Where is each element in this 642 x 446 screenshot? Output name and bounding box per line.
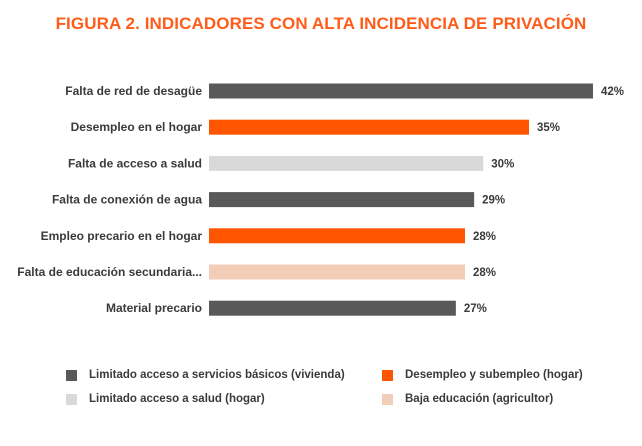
value-label: 35% [537, 122, 560, 134]
legend-item-desempleo: Desempleo y subempleo (hogar) [382, 369, 583, 381]
legend-label: Limitado acceso a servicios básicos (viv… [89, 369, 345, 381]
category-label: Material precario [106, 301, 202, 315]
bar [209, 83, 593, 99]
category-label: Falta de acceso a salud [68, 156, 202, 170]
bar [209, 228, 465, 244]
value-label: 28% [473, 231, 496, 243]
bar [209, 119, 529, 135]
value-label: 42% [601, 86, 624, 98]
legend-label: Desempleo y subempleo (hogar) [405, 369, 583, 381]
category-label: Falta de educación secundaria... [17, 265, 202, 279]
bar [209, 264, 465, 280]
legend-swatch [66, 369, 77, 381]
legend-item-educacion: Baja educación (agricultor) [382, 393, 553, 405]
legend-item-vivienda: Limitado acceso a servicios básicos (viv… [66, 369, 345, 381]
category-label: Desempleo en el hogar [71, 120, 203, 134]
value-label: 28% [473, 267, 496, 279]
bar [209, 192, 475, 208]
legend-label: Limitado acceso a salud (hogar) [89, 393, 265, 405]
category-label: Falta de conexión de agua [52, 193, 202, 207]
legend-swatch [66, 393, 77, 405]
legend-item-salud: Limitado acceso a salud (hogar) [66, 393, 265, 405]
legend-swatch [382, 393, 393, 405]
bar [209, 155, 484, 171]
category-label: Falta de red de desagüe [65, 84, 202, 98]
legend-swatch [382, 369, 393, 381]
value-label: 29% [482, 195, 505, 207]
bar [209, 300, 456, 316]
legend-label: Baja educación (agricultor) [405, 393, 554, 405]
category-label: Empleo precario en el hogar [41, 229, 203, 243]
value-label: 27% [464, 303, 487, 315]
value-label: 30% [491, 158, 514, 170]
chart-title: FIGURA 2. INDICADORES CON ALTA INCIDENCI… [55, 14, 587, 33]
